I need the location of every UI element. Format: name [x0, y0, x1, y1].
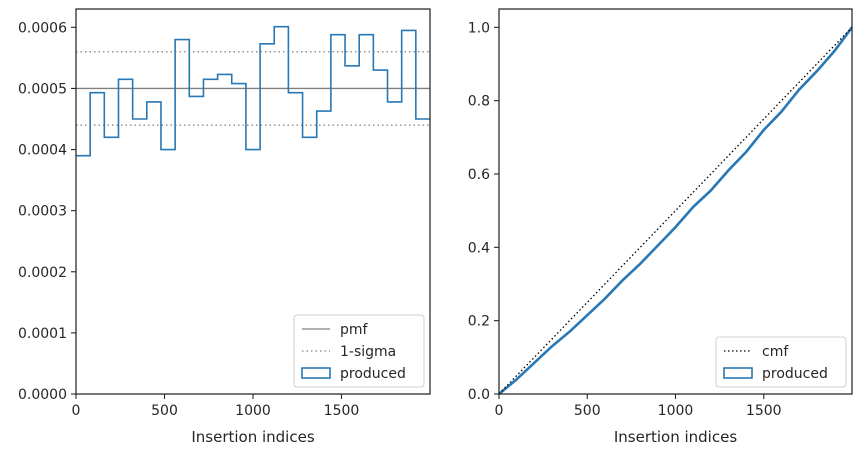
y-tick-label: 0.0000 [18, 387, 67, 403]
produced-curve [498, 26, 854, 395]
legend-label: produced [340, 366, 406, 382]
left-x-axis: 0 500 1000 1500 [72, 394, 360, 419]
legend-label: produced [762, 366, 828, 382]
histogram-bin [90, 93, 104, 394]
left-x-axis-label: Insertion indices [191, 428, 314, 446]
y-tick-label: 0.4 [468, 240, 490, 256]
x-tick-label: 1500 [324, 403, 360, 419]
histogram-bin [189, 96, 203, 394]
y-tick-label: 0.8 [468, 94, 490, 110]
x-tick-label: 500 [151, 403, 178, 419]
histogram-bin [133, 119, 147, 394]
right-x-axis: 0 500 1000 1500 [495, 394, 782, 419]
legend-label: 1-sigma [340, 344, 396, 360]
histogram-bin [104, 137, 118, 394]
histogram-bin [76, 156, 90, 394]
histogram-bin [175, 40, 189, 394]
x-tick-label: 1000 [658, 403, 694, 419]
left-histogram [76, 25, 430, 394]
x-tick-label: 0 [495, 403, 504, 419]
right-axes-frame [498, 8, 853, 395]
left-legend: pmf 1-sigma produced [293, 314, 425, 388]
y-tick-label: 1.0 [468, 20, 490, 36]
histogram-bin [161, 150, 175, 394]
legend-label: pmf [340, 322, 369, 338]
histogram-bin [232, 84, 246, 394]
right-y-axis: 0.0 0.2 0.4 0.6 0.8 1.0 [468, 20, 499, 403]
right-panel: 0.0 0.2 0.4 0.6 0.8 1.0 0 500 1000 1500 Insertio… [468, 8, 854, 446]
legend-box [715, 336, 847, 388]
y-tick-label: 0.0006 [18, 20, 67, 36]
y-tick-label: 0.0002 [18, 265, 67, 281]
legend-label: cmf [762, 344, 789, 360]
histogram-bin [218, 74, 232, 394]
legend-box [293, 314, 425, 388]
histogram-bin [203, 79, 217, 394]
y-tick-label: 0.0001 [18, 326, 67, 342]
histogram-bin [274, 27, 288, 394]
y-tick-label: 0.0003 [18, 204, 67, 220]
left-y-axis: 0.0000 0.0001 0.0002 0.0003 0.0004 0.0005 0.00… [18, 20, 76, 403]
left-panel: 0.0000 0.0001 0.0002 0.0003 0.0004 0.0005 0.00… [18, 8, 431, 446]
left-axes-frame [75, 8, 431, 395]
cmf-line [498, 26, 853, 395]
y-tick-label: 0.0004 [18, 143, 67, 159]
y-tick-label: 0.2 [468, 314, 490, 330]
x-tick-label: 500 [574, 403, 601, 419]
legend-produced-swatch [723, 367, 753, 379]
y-tick-label: 0.0 [468, 387, 490, 403]
right-legend: cmf produced [715, 336, 847, 388]
histogram-outline [76, 25, 430, 157]
histogram-bin [246, 150, 260, 394]
histogram-bin [147, 102, 161, 394]
y-tick-label: 0.6 [468, 167, 490, 183]
x-tick-label: 1500 [746, 403, 782, 419]
y-tick-label: 0.0005 [18, 81, 67, 97]
right-cumulative-plot [498, 26, 854, 395]
x-tick-label: 0 [72, 403, 81, 419]
histogram-bin [118, 79, 132, 394]
histogram-bin [260, 44, 274, 394]
legend-produced-swatch [301, 367, 331, 379]
x-tick-label: 1000 [235, 403, 271, 419]
right-x-axis-label: Insertion indices [614, 428, 737, 446]
